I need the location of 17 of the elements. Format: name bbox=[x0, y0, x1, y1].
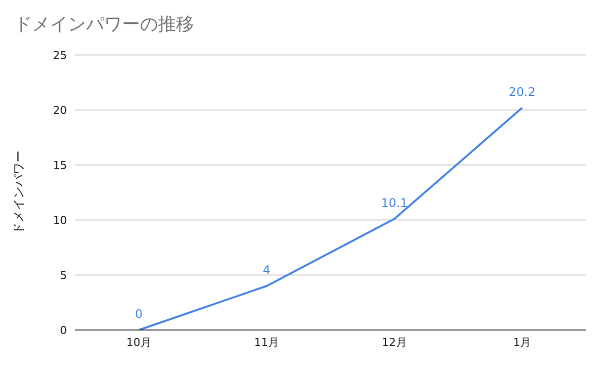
x-tick-label: 1月 bbox=[513, 336, 532, 349]
data-label: 0 bbox=[135, 307, 143, 321]
data-label: 20.2 bbox=[508, 84, 536, 99]
x-tick-label: 11月 bbox=[254, 336, 280, 349]
y-tick-label: 10 bbox=[53, 214, 67, 227]
x-tick-label: 10月 bbox=[126, 336, 152, 349]
y-tick-label: 0 bbox=[60, 324, 67, 337]
x-tick-label: 12月 bbox=[382, 336, 407, 349]
y-tick-label: 5 bbox=[60, 268, 67, 282]
data-label: 10.1 bbox=[381, 196, 408, 210]
data-label: 4 bbox=[262, 263, 270, 277]
y-axis-title: ドメインパワー bbox=[11, 150, 26, 234]
chart-title: ドメインパワーの推移 bbox=[14, 13, 194, 36]
y-tick-label: 15 bbox=[53, 158, 67, 172]
line-series bbox=[138, 106, 524, 330]
y-tick-label: 20 bbox=[53, 104, 67, 117]
y-tick-label: 25 bbox=[53, 48, 67, 62]
